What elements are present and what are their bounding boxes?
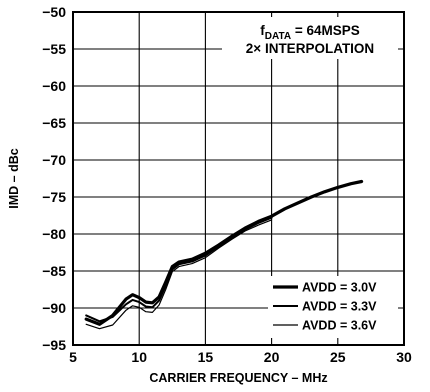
- y-tick-labels: −50 −55 −60 −65 −70 −75 −80 −85 −90 −95: [42, 4, 66, 353]
- legend-label-1: AVDD = 3.0V: [302, 281, 377, 295]
- series-line-1: [84, 179, 364, 326]
- x-tick-label: 5: [69, 349, 77, 365]
- x-tick-label: 30: [396, 349, 412, 365]
- y-tick-label: −70: [42, 152, 66, 168]
- y-tick-label: −90: [42, 300, 66, 316]
- annotation-background: [222, 17, 398, 59]
- y-tick-label: −50: [42, 4, 66, 20]
- y-tick-label: −55: [42, 41, 66, 57]
- x-tick-label: 15: [198, 349, 214, 365]
- annotation-f-subscript: DATA: [265, 31, 291, 42]
- annotation: fDATA = 64MSPS 2× INTERPOLATION: [222, 17, 398, 59]
- x-tick-label: 10: [131, 349, 147, 365]
- series-line-3: [85, 219, 273, 330]
- y-tick-label: −85: [42, 263, 66, 279]
- x-axis-title: CARRIER FREQUENCY – MHz: [149, 371, 327, 385]
- annotation-data-rate: fDATA = 64MSPS: [260, 23, 359, 42]
- x-tick-labels: 5 10 15 20 25 30: [69, 349, 412, 365]
- annotation-f: f: [260, 23, 265, 38]
- series-line-2: [85, 216, 273, 323]
- plot-frame: [72, 11, 405, 346]
- legend-label-2: AVDD = 3.3V: [302, 300, 377, 314]
- annotation-interpolation: 2× INTERPOLATION: [246, 41, 374, 56]
- x-tick-label: 20: [264, 349, 280, 365]
- y-tick-label: −95: [42, 337, 66, 353]
- legend: AVDD = 3.0V AVDD = 3.3V AVDD = 3.6V: [268, 276, 398, 338]
- y-tick-label: −80: [42, 226, 66, 242]
- y-tick-label: −75: [42, 189, 66, 205]
- y-axis-title: IMD – dBc: [7, 148, 21, 208]
- annotation-f-value: = 64MSPS: [291, 23, 360, 38]
- y-tick-label: −65: [42, 115, 66, 131]
- x-tick-label: 25: [330, 349, 346, 365]
- series-lines: [84, 179, 364, 330]
- legend-label-3: AVDD = 3.6V: [302, 319, 377, 333]
- y-tick-label: −60: [42, 78, 66, 94]
